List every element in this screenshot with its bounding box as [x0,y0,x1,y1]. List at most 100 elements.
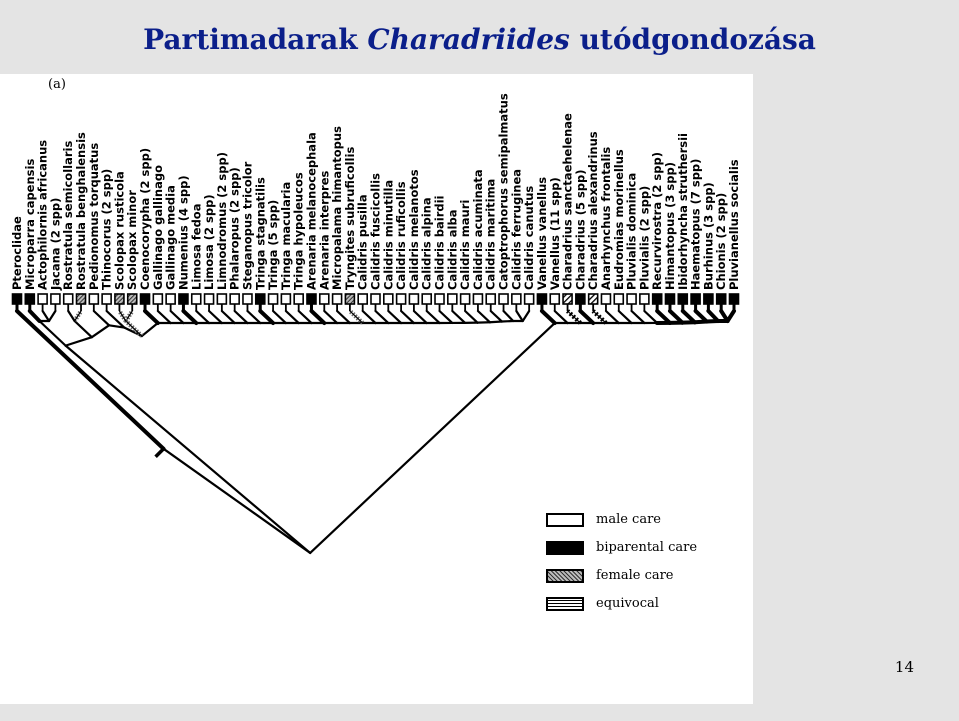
legend-item-equivocal: equivocal [544,594,744,622]
taxon-label: Rostratula benghalensis [74,132,88,290]
tip-marker-male [203,293,215,305]
tip-marker-biparental [715,293,727,305]
taxon-label: Scolopax minor [125,190,139,290]
tip-marker-male [331,293,343,305]
tip-marker-equivocal [562,293,573,305]
tree-branch [271,309,287,325]
taxon-label: Calidris fuscicollis [369,173,383,290]
tree-branch [169,309,185,325]
taxon-label: Rostratula semicollaris [61,141,75,290]
tree-branch [107,324,126,329]
tree-branch [361,309,377,325]
taxon-label: Tringa (5 spp) [266,200,280,290]
taxon-label: Steganopus tricolor [240,161,254,290]
tree-branch [476,309,492,324]
taxon-label: Pluvialis (2 spp) [637,186,651,290]
tip-marker-female [126,293,138,305]
taxon-label: Calidris alba [445,210,459,290]
tip-marker-male [165,293,176,305]
tip-marker-biparental [651,293,663,305]
tip-marker-female [344,293,356,305]
tree-branch [566,310,581,324]
slide-title: Partimadarak Charadriides utódgondozása [0,26,959,54]
taxon-label: Calidris acuminata [471,169,485,290]
tip-marker-male [383,293,394,305]
tree-branch [412,309,428,325]
tree-branch [195,309,211,325]
tree-branch [73,319,93,339]
taxon-label: Eudromias morinellus [612,149,626,290]
taxon-label: Calidris minutilla [381,180,395,290]
tree-branch [374,309,390,325]
tree-branch [667,309,685,325]
tip-marker-biparental [11,293,23,305]
legend-item-biparental: biparental care [544,538,744,566]
tree-branch [680,309,697,325]
taxon-label: Thinocorus (2 spp) [100,169,114,290]
taxon-label: Calidris ruficollis [394,181,408,290]
tree-branch [502,309,515,323]
taxon-label: Calidris canutus [522,186,536,290]
tree-branch [90,324,111,339]
tip-marker-male [152,293,164,305]
tip-marker-biparental [254,293,266,305]
taxon-label: Actophilornis africanus [36,140,50,290]
taxon-label: Anarhynchus frontalis [599,147,613,290]
tree-branch [553,309,569,325]
tip-marker-biparental [664,293,676,305]
tree-branch [181,309,199,326]
taxon-label: Himantopus (3 spp) [663,162,677,290]
tip-marker-male [395,293,407,305]
taxon-label: Limosa fedoa [189,204,203,290]
taxon-label: Tringa stagnatilis [253,177,267,290]
legend: male care biparental care female care eq… [544,510,744,622]
legend-label-female: female care [596,568,674,583]
taxon-label: Arenaria melanocephala [304,132,318,290]
tree-branch [258,309,276,326]
tree-branch [578,309,596,326]
tip-marker-male [242,293,253,305]
taxon-label: Ibidorhyncha struthersii [676,133,690,290]
page-number: 14 [894,658,914,676]
tree-branch [220,309,236,325]
tree-branch [105,309,126,329]
tip-marker-male [370,293,381,305]
tree-branch [617,309,633,325]
tip-marker-male [267,293,279,305]
tree-branch [387,309,403,325]
tree-branch [92,309,111,327]
tip-marker-female [114,293,125,305]
tree-branches [15,309,736,555]
legend-swatch-biparental [546,541,584,555]
tip-marker-biparental [139,293,151,305]
taxon-label: Limnodromus (2 spp) [215,152,229,290]
tree-branch [400,309,415,325]
taxon-label: Chionis (2 spp) [714,193,728,290]
tree-branch [500,319,515,323]
legend-label-biparental: biparental care [596,540,698,555]
taxon-label: Pluvianellus socialis [727,159,741,290]
taxon-label: Vanellus vanellus [535,177,549,290]
taxon-label: Calidris mauri [458,200,472,290]
taxon-label: Tringa macularia [279,182,293,290]
tree-branch [693,309,709,324]
legend-label-male: male care [596,512,661,527]
tree-branch [309,309,327,326]
tip-marker-male [293,293,304,305]
tree-branch [156,309,172,325]
tree-branch [521,309,531,323]
taxon-label: Phalaropus (2 spp) [228,167,242,290]
taxon-label: Calidris ferruginea [509,169,523,290]
tree-branch [15,309,166,451]
tree-branch [425,309,441,325]
tree-branch [38,319,67,347]
tree-branch [41,309,51,323]
tree-branch [539,309,557,326]
tip-marker-biparental [728,293,740,305]
taxon-label: Coenocorypha (2 spp) [138,148,152,290]
tree-branch [489,309,504,323]
tip-marker-biparental [677,293,689,305]
tip-marker-male [434,293,445,305]
